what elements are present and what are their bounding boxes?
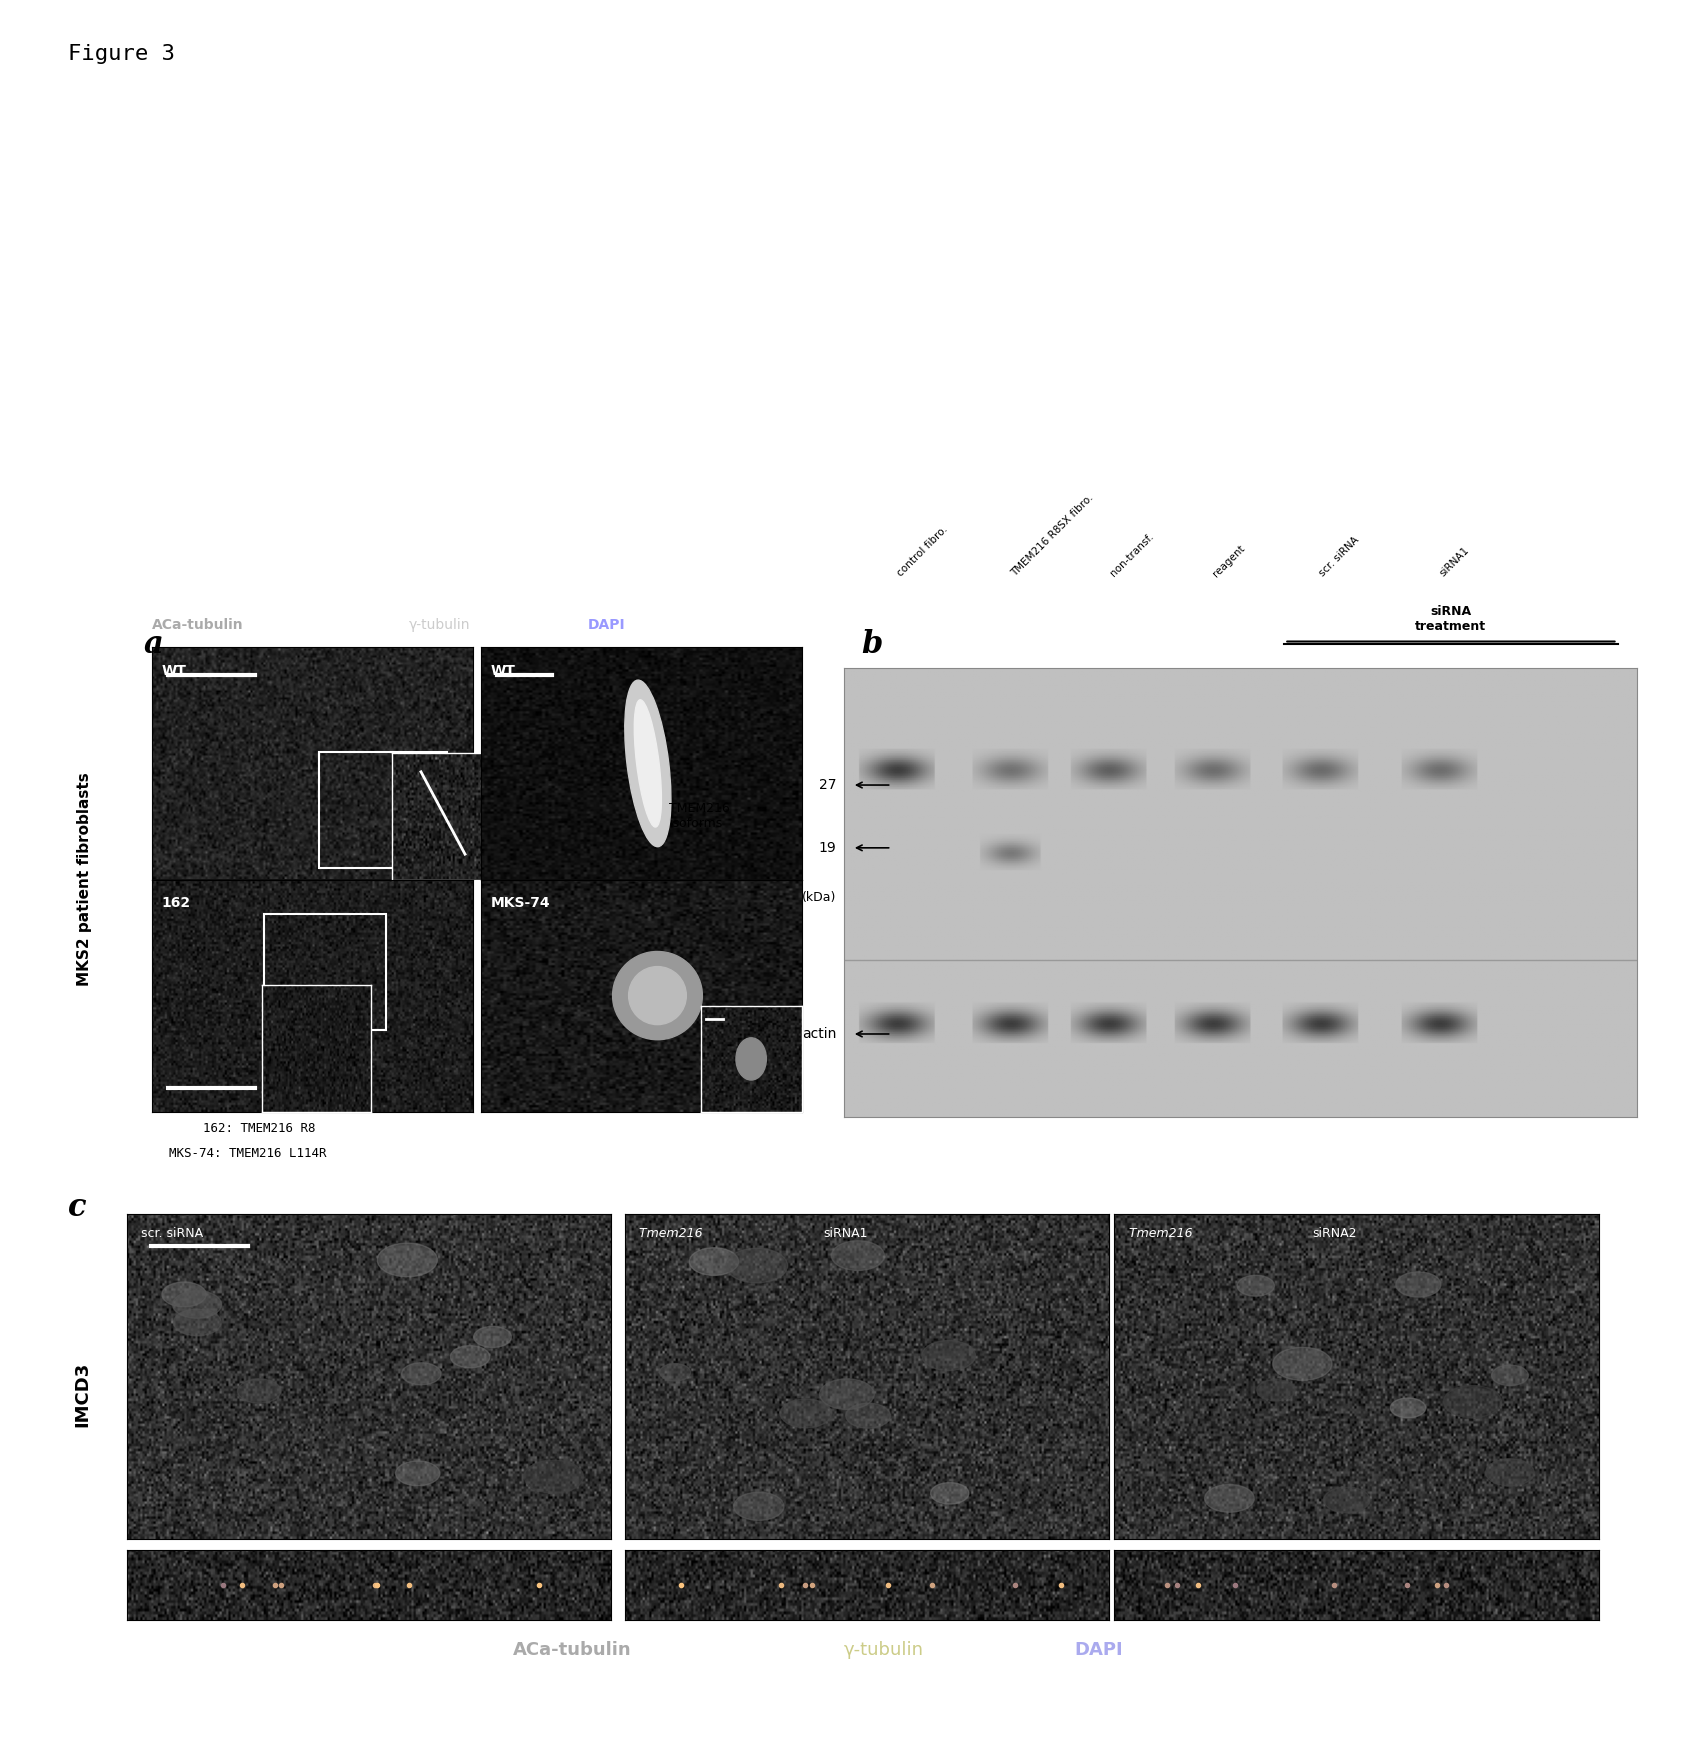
Bar <box>319 751 447 867</box>
Text: a: a <box>143 628 164 660</box>
Ellipse shape <box>1391 1398 1426 1418</box>
Ellipse shape <box>1273 1347 1332 1381</box>
Ellipse shape <box>1396 1272 1442 1296</box>
Ellipse shape <box>1323 1486 1371 1513</box>
Text: siRNA1: siRNA1 <box>824 1226 868 1240</box>
Ellipse shape <box>1485 1458 1534 1486</box>
Text: γ-tubulin: γ-tubulin <box>408 619 469 631</box>
Ellipse shape <box>726 1249 788 1282</box>
Text: siRNA
treatment: siRNA treatment <box>1415 605 1487 633</box>
Text: WT: WT <box>162 663 186 677</box>
Ellipse shape <box>1205 1485 1254 1513</box>
Ellipse shape <box>635 700 662 827</box>
Text: b: b <box>861 628 883 660</box>
Text: non-transf.: non-transf. <box>1109 531 1155 579</box>
Text: ACa-tubulin: ACa-tubulin <box>152 619 243 631</box>
Text: 27: 27 <box>819 777 836 792</box>
Text: ACa-tubulin: ACa-tubulin <box>513 1641 631 1659</box>
Text: Tmem216: Tmem216 <box>640 1226 707 1240</box>
Ellipse shape <box>1443 1386 1501 1418</box>
Ellipse shape <box>238 1379 280 1404</box>
Text: MKS-74: MKS-74 <box>491 895 550 909</box>
Text: MKS-74: TMEM216 L114R: MKS-74: TMEM216 L114R <box>169 1147 326 1159</box>
Ellipse shape <box>613 952 702 1040</box>
Text: 162: TMEM216 R8: 162: TMEM216 R8 <box>203 1122 316 1135</box>
Ellipse shape <box>689 1247 739 1275</box>
Text: (kDa): (kDa) <box>802 890 836 904</box>
Ellipse shape <box>174 1309 221 1335</box>
Ellipse shape <box>474 1326 511 1347</box>
Ellipse shape <box>172 1291 221 1317</box>
Ellipse shape <box>625 681 670 846</box>
Text: siRNA2: siRNA2 <box>1313 1226 1357 1240</box>
Ellipse shape <box>736 1038 766 1080</box>
Ellipse shape <box>930 1483 969 1504</box>
Ellipse shape <box>734 1492 783 1520</box>
Ellipse shape <box>376 1244 437 1277</box>
Ellipse shape <box>523 1460 584 1493</box>
Text: DAPI: DAPI <box>1074 1641 1123 1659</box>
Text: c: c <box>68 1191 86 1223</box>
Text: scr. siRNA: scr. siRNA <box>142 1226 203 1240</box>
Ellipse shape <box>1492 1365 1528 1386</box>
Ellipse shape <box>832 1240 885 1270</box>
Text: TMEM216 R8SX fibro.: TMEM216 R8SX fibro. <box>1009 493 1096 579</box>
Ellipse shape <box>628 967 687 1025</box>
Ellipse shape <box>1258 1379 1295 1400</box>
Ellipse shape <box>162 1282 206 1307</box>
Text: scr. siRNA: scr. siRNA <box>1318 535 1361 579</box>
Text: 162: 162 <box>162 895 191 909</box>
Ellipse shape <box>780 1398 832 1428</box>
Text: WT: WT <box>491 663 515 677</box>
Text: IMCD3: IMCD3 <box>74 1361 91 1427</box>
Ellipse shape <box>402 1363 441 1384</box>
Text: reagent: reagent <box>1210 544 1246 579</box>
Text: MKS2 patient fibroblasts: MKS2 patient fibroblasts <box>78 772 91 987</box>
Text: control fibro.: control fibro. <box>896 524 950 579</box>
Text: Tmem216: Tmem216 <box>1129 1226 1197 1240</box>
Text: actin: actin <box>802 1027 836 1041</box>
Text: DAPI: DAPI <box>587 619 626 631</box>
Text: TMEM216
isoforms: TMEM216 isoforms <box>670 802 731 830</box>
Ellipse shape <box>395 1462 441 1486</box>
Bar <box>263 915 387 1031</box>
Text: γ-tubulin: γ-tubulin <box>844 1641 923 1659</box>
Ellipse shape <box>820 1379 874 1409</box>
Ellipse shape <box>1237 1275 1274 1296</box>
Ellipse shape <box>660 1363 690 1381</box>
Ellipse shape <box>846 1404 890 1428</box>
Text: 19: 19 <box>819 841 836 855</box>
Text: siRNA1: siRNA1 <box>1438 545 1470 579</box>
Ellipse shape <box>922 1340 976 1370</box>
Text: Figure 3: Figure 3 <box>68 44 174 63</box>
Ellipse shape <box>451 1346 490 1369</box>
